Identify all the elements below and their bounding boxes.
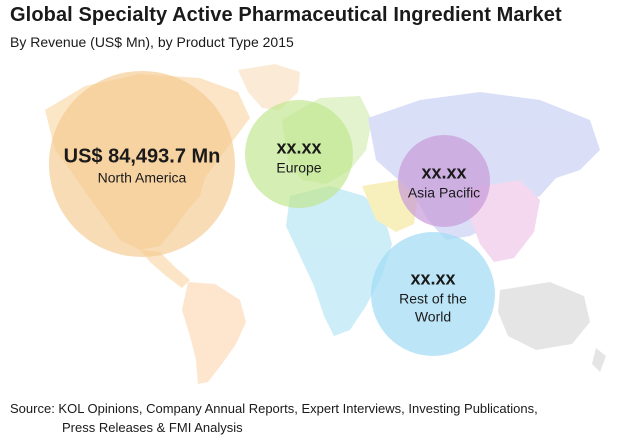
europe-bubble: [245, 100, 353, 208]
source-line-1: Source: KOL Opinions, Company Annual Rep…: [10, 401, 538, 416]
page-subtitle: By Revenue (US$ Mn), by Product Type 201…: [10, 34, 294, 50]
asia-pacific-value: xx.xx: [421, 162, 467, 183]
asia-pacific-name: Asia Pacific: [407, 184, 481, 201]
rest-of-world-name-line1: Rest of the: [399, 290, 467, 307]
asia-pacific-label: xx.xx Asia Pacific: [408, 163, 480, 202]
oceania-shape: [498, 282, 590, 350]
page-title: Global Specialty Active Pharmaceutical I…: [10, 4, 562, 26]
north-america-name: North America: [97, 169, 187, 186]
south-america-shape: [182, 282, 246, 384]
rest-of-world-label: xx.xx Rest of the World: [399, 269, 467, 326]
new-zealand-shape: [592, 348, 606, 372]
source-note: Source: KOL Opinions, Company Annual Rep…: [10, 399, 610, 437]
greenland-shape: [238, 64, 300, 110]
central-america-shape: [140, 250, 190, 288]
north-america-label: US$ 84,493.7 Mn North America: [64, 146, 221, 187]
europe-name: Europe: [276, 159, 322, 176]
europe-value: xx.xx: [276, 137, 322, 158]
africa-shape: [286, 186, 392, 336]
source-line-2: Press Releases & FMI Analysis: [62, 420, 243, 435]
rest-of-world-bubble: [371, 232, 495, 356]
north-america-bubble: [49, 71, 235, 257]
asia-pacific-bubble: [398, 135, 490, 227]
southeast-asia-shape: [470, 180, 540, 262]
rest-of-world-name-line2: World: [414, 308, 452, 325]
north-america-value: US$ 84,493.7 Mn: [63, 145, 221, 168]
rest-of-world-value: xx.xx: [410, 268, 456, 289]
europe-label: xx.xx Europe: [276, 138, 321, 177]
